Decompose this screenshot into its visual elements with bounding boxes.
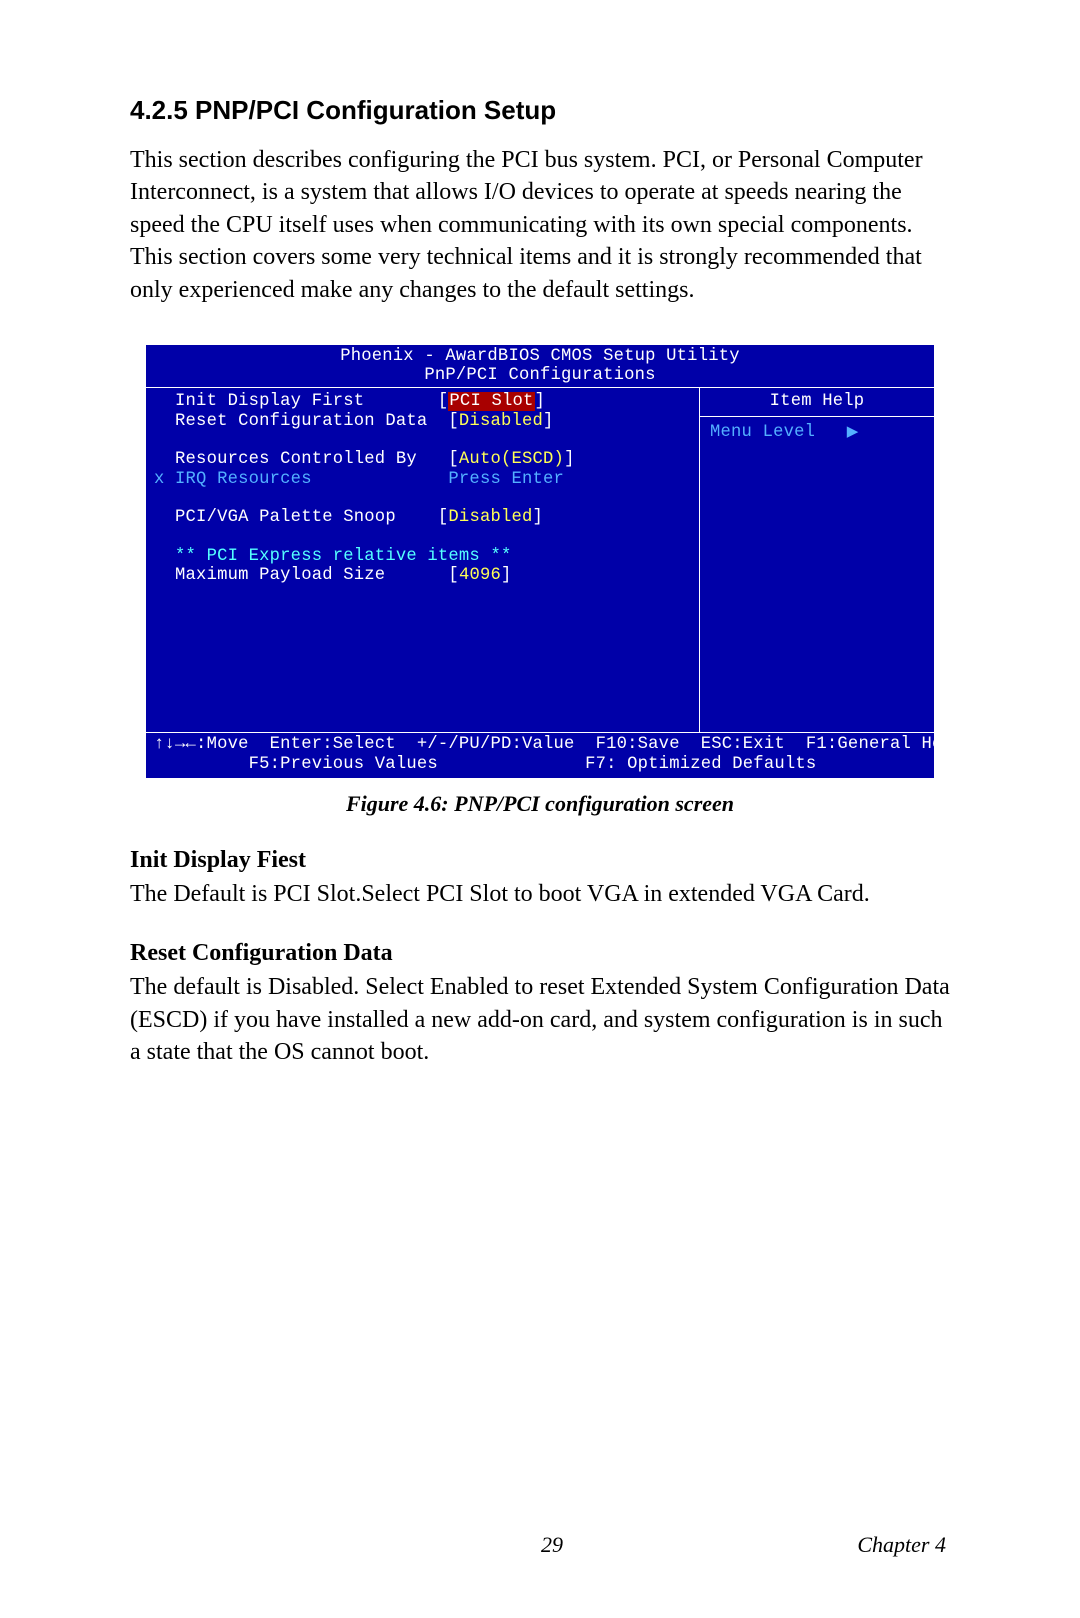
paragraph-reset-config: The default is Disabled. Select Enabled … [130,971,950,1068]
section-pci-express: ** PCI Express relative items ** [175,547,511,566]
bios-title-line-1: Phoenix - AwardBIOS CMOS Setup Utility [146,347,934,366]
section-title: 4.2.5 PNP/PCI Configuration Setup [130,95,950,126]
opt-init-display-first: Init Display First [175,392,364,411]
opt-irq-resources: IRQ Resources [175,470,312,489]
opt-irq-resources-value[interactable]: Press Enter [448,470,564,489]
chapter-label: Chapter 4 [857,1532,946,1558]
opt-reset-config-data-value[interactable]: Disabled [459,412,543,431]
chevron-right-icon: ▶ [847,423,859,440]
bios-footer: ↑↓→←:Move Enter:Select +/-/PU/PD:Value F… [146,733,934,778]
bios-left-panel: Init Display First [PCI Slot] Reset Conf… [146,388,699,732]
item-help-title: Item Help [700,388,934,416]
bios-screenshot: Phoenix - AwardBIOS CMOS Setup Utility P… [145,344,935,779]
intro-paragraph: This section describes configuring the P… [130,144,950,306]
bios-footer-line-1: ↑↓→←:Move Enter:Select +/-/PU/PD:Value F… [154,735,964,754]
opt-pci-vga-palette-snoop: PCI/VGA Palette Snoop [175,508,396,527]
opt-init-display-first-value[interactable]: PCI Slot [448,392,534,411]
bios-title-line-2: PnP/PCI Configurations [146,366,934,385]
opt-resources-controlled-by-value[interactable]: Auto(ESCD) [459,450,564,469]
paragraph-init-display: The Default is PCI Slot.Select PCI Slot … [130,878,950,910]
page-footer: 29 Chapter 4 [130,1532,946,1558]
opt-irq-prefix: x [154,470,175,489]
subheading-init-display: Init Display Fiest [130,847,950,874]
figure-caption: Figure 4.6: PNP/PCI configuration screen [130,791,950,817]
opt-reset-config-data: Reset Configuration Data [175,412,427,431]
page-number: 29 [541,1532,563,1558]
item-help-body: Menu Level ▶ [700,417,934,448]
bios-header: Phoenix - AwardBIOS CMOS Setup Utility P… [146,345,934,388]
bios-footer-line-2: F5:Previous Values F7: Optimized Default… [154,755,816,774]
opt-max-payload-size: Maximum Payload Size [175,566,385,585]
opt-resources-controlled-by: Resources Controlled By [175,450,417,469]
opt-max-payload-size-value[interactable]: 4096 [459,566,501,585]
subheading-reset-config: Reset Configuration Data [130,940,950,967]
bios-right-panel: Item Help Menu Level ▶ [699,388,934,732]
opt-pci-vga-palette-snoop-value[interactable]: Disabled [448,508,532,527]
